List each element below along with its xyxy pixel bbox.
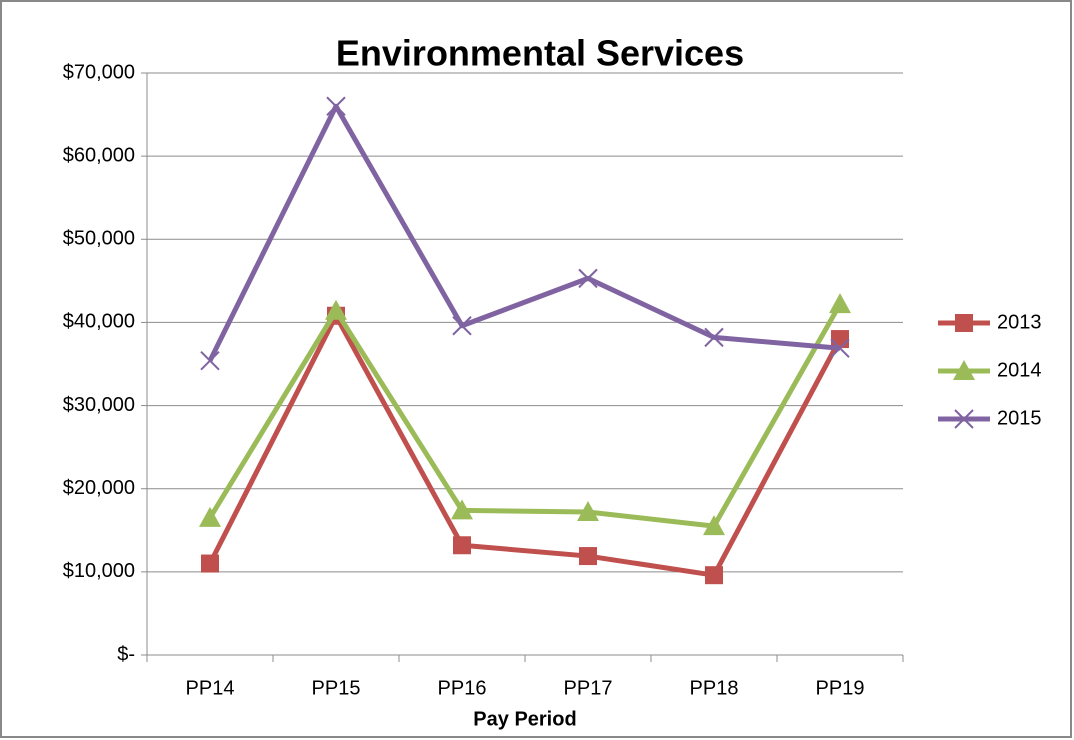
data-point — [453, 536, 471, 555]
x-tick-label: PP14 — [186, 677, 235, 699]
y-tick-label: $30,000 — [63, 394, 135, 416]
y-tick-label: $40,000 — [63, 311, 135, 333]
x-tick-label: PP18 — [690, 677, 739, 699]
y-tick-label: $70,000 — [63, 61, 135, 83]
y-tick-label: $10,000 — [63, 560, 135, 582]
data-point — [579, 547, 597, 566]
data-point — [201, 554, 219, 573]
chart-title: Environmental Services — [336, 33, 744, 74]
x-tick-label: PP16 — [438, 677, 487, 699]
legend-marker — [954, 409, 974, 429]
data-point — [200, 350, 220, 371]
data-point — [830, 338, 850, 358]
legend-label: 2015 — [997, 407, 1042, 429]
data-point — [326, 96, 346, 116]
y-tick-label: $- — [117, 643, 135, 665]
y-tick-label: $60,000 — [63, 144, 135, 166]
series-line — [207, 302, 843, 529]
y-tick-label: $20,000 — [63, 477, 135, 499]
x-tick-label: PP15 — [312, 677, 361, 699]
x-axis-label: Pay Period — [473, 708, 576, 730]
data-point — [705, 566, 723, 585]
data-point — [451, 499, 473, 520]
data-point — [452, 316, 472, 336]
data-point — [704, 327, 724, 348]
data-point — [577, 500, 599, 521]
x-tick-label: PP17 — [564, 677, 613, 699]
x-tick-label: PP19 — [816, 677, 865, 699]
legend-marker — [953, 360, 975, 380]
legend-label: 2013 — [997, 311, 1042, 333]
data-point — [578, 268, 598, 289]
data-point — [325, 299, 347, 320]
y-tick-label: $50,000 — [63, 228, 135, 250]
legend-label: 2014 — [997, 359, 1042, 381]
data-point — [829, 293, 851, 314]
data-point — [199, 506, 221, 527]
data-point — [703, 515, 725, 536]
series-line — [207, 103, 841, 362]
legend-marker — [955, 314, 973, 332]
series-line — [207, 313, 843, 578]
